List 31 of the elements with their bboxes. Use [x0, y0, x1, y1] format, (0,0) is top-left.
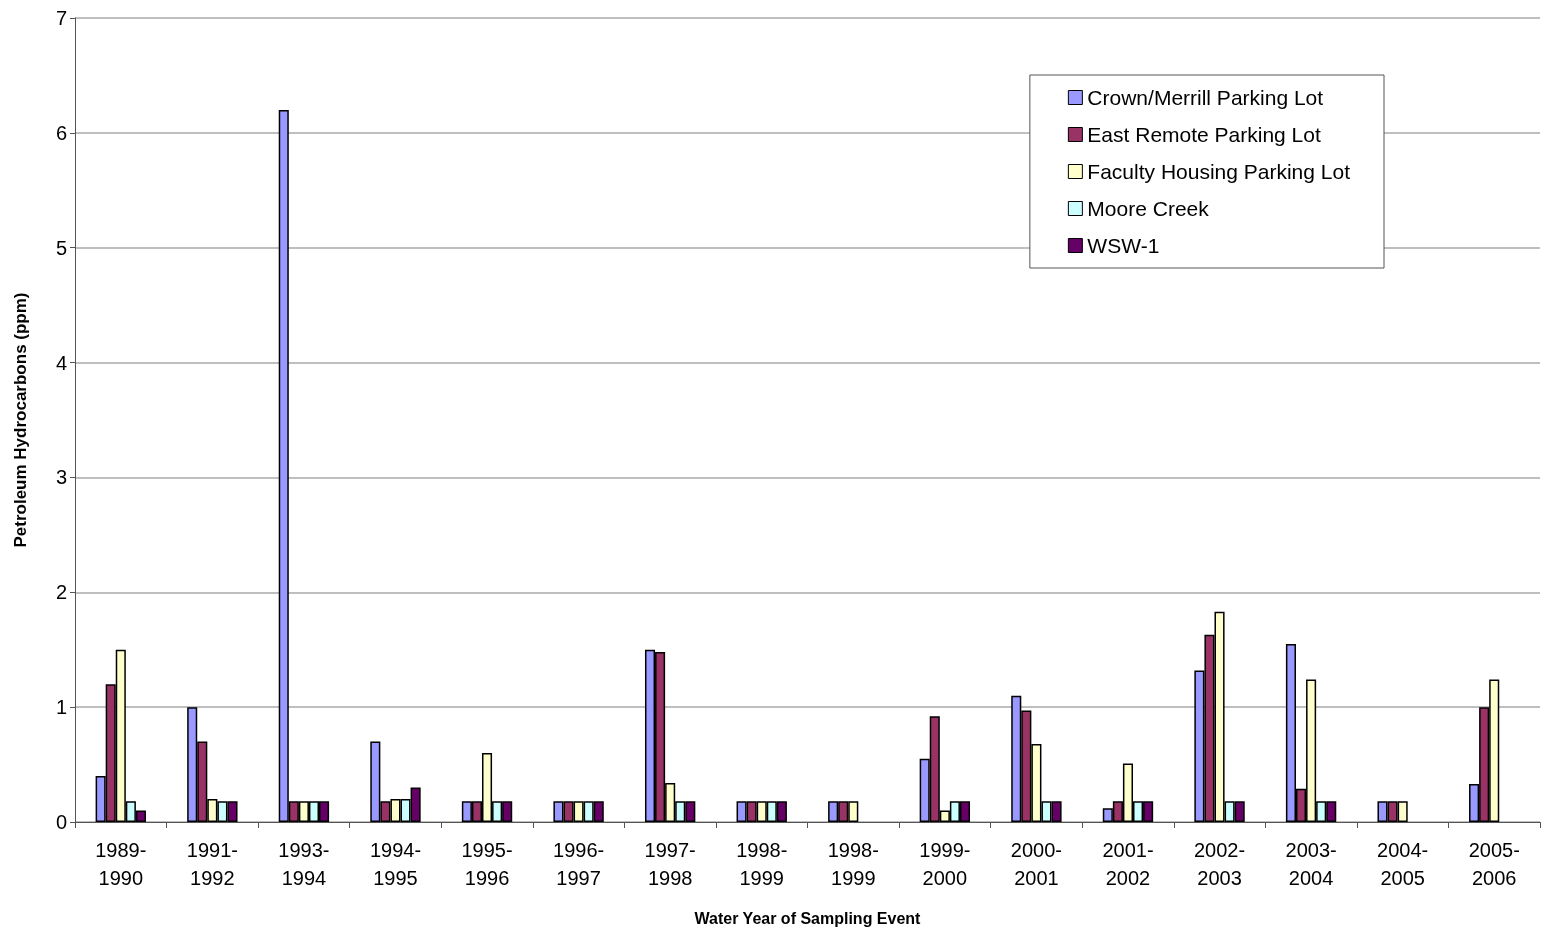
- x-tick-label: 2004-2005: [1377, 839, 1429, 889]
- x-tick-label: 2001-2002: [1102, 839, 1154, 889]
- x-tick-label: 1998-1999: [827, 839, 879, 889]
- x-tick-label: 2000-2001: [1010, 839, 1062, 889]
- x-axis-title: Water Year of Sampling Event: [694, 909, 922, 927]
- y-tick-label: 6: [55, 121, 67, 144]
- y-axis-title: Petroleum Hydrocarbons (ppm): [11, 292, 30, 548]
- x-tick-label: 1998-1999: [736, 839, 788, 889]
- y-tick-label: 5: [55, 236, 67, 259]
- y-tick-label: 7: [55, 7, 67, 29]
- x-tick-label: 2005-2006: [1468, 839, 1520, 889]
- x-tick-label: 1993-1994: [278, 839, 330, 889]
- legend-label: Crown/Merrill Parking Lot: [1087, 86, 1324, 109]
- legend-label: East Remote Parking Lot: [1087, 123, 1321, 146]
- x-tick-label: 2002-2003: [1193, 839, 1246, 889]
- legend-label: Moore Creek: [1087, 197, 1210, 220]
- x-tick-label: 1995-1996: [461, 839, 513, 889]
- y-tick-label: 2: [55, 581, 67, 604]
- legend-label: WSW-1: [1087, 234, 1160, 257]
- x-tick-label: 1989-1990: [95, 839, 147, 889]
- x-tick-label: 2003-2004: [1285, 839, 1337, 889]
- y-tick-label: 3: [55, 466, 67, 489]
- x-tick-label: 1999-2000: [919, 839, 971, 889]
- y-tick-label: 1: [55, 696, 67, 719]
- x-tick-label: 1991-1992: [186, 839, 238, 889]
- y-tick-label: 0: [55, 811, 67, 833]
- legend-label: Faculty Housing Parking Lot: [1087, 160, 1351, 183]
- x-tick-label: 1997-1998: [644, 839, 696, 889]
- x-tick-label: 1994-1995: [369, 839, 422, 889]
- y-tick-label: 4: [55, 351, 67, 374]
- x-tick-label: 1996-1997: [553, 839, 605, 889]
